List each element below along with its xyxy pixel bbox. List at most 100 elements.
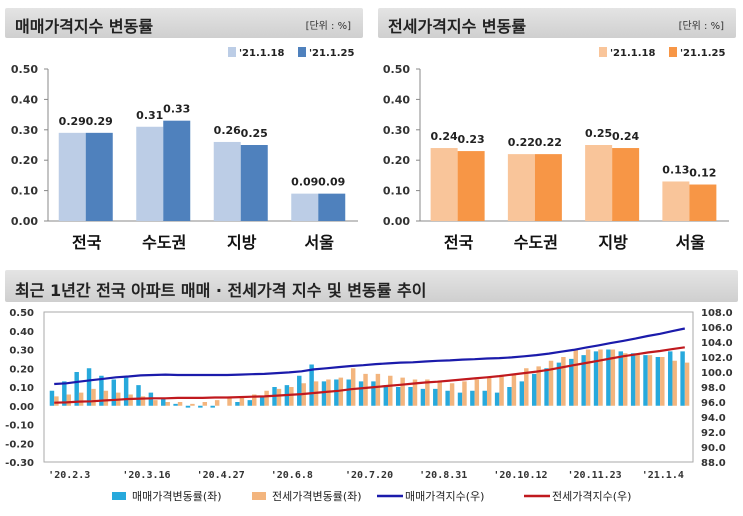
jeonse-change-bar — [153, 400, 158, 406]
sale-change-category-label: 지방 — [227, 233, 257, 252]
jeonse-change-bar-value-label: 0.12 — [689, 167, 716, 180]
sale-change-bar — [185, 405, 191, 408]
sale-change-bar-value-label: 0.26 — [214, 124, 241, 137]
sale-change-bar — [99, 375, 104, 406]
sale-index-line — [54, 327, 686, 386]
trend-plot-border — [43, 311, 694, 463]
sale-change-bar — [136, 126, 164, 221]
sale-change-bar — [569, 358, 574, 406]
jeonse-change-category-label: 서울 — [676, 233, 706, 252]
jeonse-change-bar — [622, 353, 628, 406]
trend-x-tick-label: '20.2.3 — [48, 470, 90, 481]
jeonse-change-bar — [635, 353, 640, 406]
sale-change-y-tick-label: 0.20 — [11, 154, 38, 167]
sale-change-bar — [259, 396, 265, 406]
trend-left-tick-label: -0.10 — [5, 421, 34, 432]
trend-right-tick-label: 98.0 — [701, 383, 726, 394]
trend-left-tick-label: 0.40 — [9, 327, 34, 338]
trend-x-tick-label: '20.4.27 — [197, 470, 245, 481]
jeonse-change-bar — [190, 403, 195, 406]
sale-change-bar-value-label: 0.29 — [59, 115, 86, 128]
sale-change-panel-header: 매매가격지수 변동률 [단위 : %] — [5, 8, 363, 38]
sale-change-bar — [161, 398, 166, 406]
jeonse-change-bar — [103, 390, 109, 406]
sale-change-bar — [358, 381, 364, 406]
sale-change-bar — [297, 375, 302, 406]
trend-right-tick-label: 104.0 — [701, 338, 733, 349]
jeonse-change-bar — [276, 388, 282, 406]
jeonse-change-y-tick-label: 0.20 — [383, 154, 410, 167]
jeonse-change-bar — [598, 349, 603, 406]
sale-change-bar — [395, 387, 401, 406]
trend-x-tick-label: '20.7.20 — [345, 470, 393, 481]
jeonse-change-bar — [486, 377, 492, 406]
sale-change-bar — [457, 392, 463, 406]
sale-change-y-tick-label: 0.50 — [11, 63, 38, 76]
sale-change-bar — [470, 390, 475, 406]
jeonse-change-bar — [91, 388, 96, 406]
sale-change-category-label: 수도권 — [142, 233, 186, 252]
sale-change-legend-label: '21.1.18 — [239, 48, 284, 59]
jeonse-change-bar — [363, 373, 368, 406]
jeonse-change-bar — [252, 394, 257, 406]
sale-change-bar — [371, 381, 376, 406]
jeonse-change-bar — [54, 396, 59, 406]
jeonse-change-bar — [462, 381, 467, 406]
sale-change-bar — [321, 381, 327, 406]
sale-change-bar — [445, 390, 450, 406]
jeonse-change-bar — [214, 400, 220, 406]
jeonse-change-bar-value-label: 0.22 — [508, 136, 535, 149]
trend-left-tick-label: 0.00 — [9, 402, 34, 413]
jeonse-change-bar-chart: 0.00 0.10 0.20 0.30 0.40 0.50 '21.1.18 '21.1.25… — [383, 47, 729, 252]
sale-change-bar — [213, 141, 241, 221]
sale-change-legend-swatch — [298, 47, 306, 57]
trend-right-tick-label: 94.0 — [701, 413, 726, 424]
sale-change-bar — [309, 364, 314, 406]
sale-change-bar-value-label: 0.09 — [318, 176, 345, 189]
trend-combo-chart: -0.30 -0.20 -0.10 0.00 0.10 0.20 0.30 0.40 0.50 8… — [5, 308, 733, 503]
jeonse-change-bar — [660, 357, 665, 406]
trend-x-tick-label: '20.6.8 — [271, 470, 313, 481]
jeonse-change-bar — [430, 148, 458, 221]
trend-left-tick-label: -0.20 — [5, 439, 34, 450]
sale-change-bar — [593, 351, 599, 406]
sale-change-bar — [655, 357, 661, 406]
jeonse-change-bar — [449, 383, 455, 406]
jeonse-change-bar — [536, 366, 541, 406]
trend-x-tick-label: '20.11.23 — [568, 470, 622, 481]
sale-change-bar — [163, 120, 191, 221]
jeonse-change-unit-label: [단위 : %] — [678, 21, 724, 32]
trend-legend-label: 매매가격변동률(좌) — [132, 490, 222, 503]
jeonse-change-bar — [227, 398, 232, 406]
sale-change-bar — [240, 145, 268, 221]
sale-change-bar — [62, 381, 67, 406]
sale-change-panel-title: 매매가격지수 변동률 — [15, 17, 154, 36]
sale-change-bar-chart: 0.00 0.10 0.20 0.30 0.40 0.50 '21.1.18 '21.1.25… — [11, 47, 358, 252]
sale-change-bar-value-label: 0.31 — [136, 109, 163, 122]
sale-change-bar-value-label: 0.33 — [163, 103, 190, 116]
trend-legend-swatch — [112, 492, 126, 500]
jeonse-change-bar — [350, 368, 356, 406]
jeonse-change-bar — [585, 349, 591, 406]
jeonse-change-bar — [202, 402, 208, 406]
jeonse-change-bar — [499, 375, 504, 406]
trend-x-tick-label: '20.8.31 — [419, 470, 467, 481]
trend-legend-label: 전세가격지수(우) — [552, 490, 631, 503]
trend-right-tick-label: 106.0 — [701, 323, 733, 334]
jeonse-change-bar — [140, 396, 146, 406]
jeonse-change-bar-value-label: 0.23 — [458, 133, 485, 146]
jeonse-change-category-label: 지방 — [598, 233, 628, 252]
jeonse-change-bar — [388, 375, 393, 406]
jeonse-change-bar — [264, 390, 269, 406]
sale-change-bar — [544, 368, 549, 406]
jeonse-change-bar — [338, 377, 344, 406]
sale-change-unit-label: [단위 : %] — [305, 21, 351, 32]
sale-change-bar — [482, 390, 487, 406]
trend-panel-header: 최근 1년간 전국 아파트 매매 · 전세가격 지수 및 변동률 추이 — [5, 270, 738, 302]
jeonse-change-bar — [684, 362, 690, 406]
jeonse-change-bar — [425, 379, 430, 406]
jeonse-change-panel-header: 전세가격지수 변동률 [단위 : %] — [378, 8, 736, 38]
jeonse-change-bar — [474, 379, 480, 406]
sale-change-bar — [643, 355, 648, 406]
jeonse-change-bar — [610, 349, 616, 406]
